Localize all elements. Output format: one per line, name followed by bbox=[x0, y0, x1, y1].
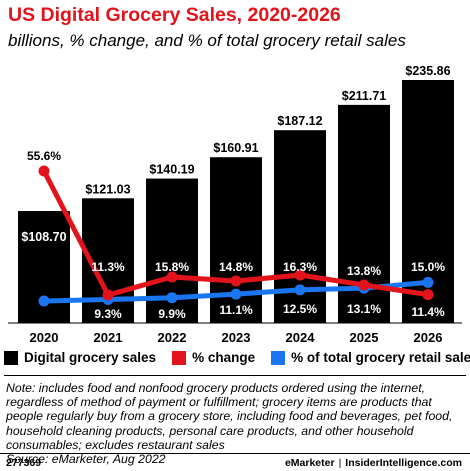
pct-change-label: 16.3% bbox=[283, 260, 317, 274]
legend-swatch-blue bbox=[271, 350, 286, 365]
legend-divider bbox=[4, 375, 466, 376]
pct-change-label: 14.8% bbox=[219, 260, 253, 274]
pct-change-line-point bbox=[294, 269, 306, 281]
share-line-point bbox=[166, 292, 178, 304]
note-text: Note: includes food and nonfood grocery … bbox=[6, 381, 453, 452]
x-tick-label: 2023 bbox=[222, 330, 251, 345]
footnote: Note: includes food and nonfood grocery … bbox=[6, 381, 466, 466]
pct-change-line-point bbox=[358, 279, 370, 291]
chart-subtitle: billions, % change, and % of total groce… bbox=[8, 31, 406, 50]
share-label: 9.9% bbox=[158, 307, 186, 321]
brand-emarketer: eMarketer bbox=[284, 457, 335, 469]
pct-change-label: 11.4% bbox=[411, 305, 445, 319]
footer-divider bbox=[0, 453, 470, 454]
bar-value-label: $211.71 bbox=[342, 89, 387, 103]
legend-swatch-red bbox=[172, 350, 187, 365]
pct-change-line-point bbox=[422, 289, 434, 301]
pct-change-label: 11.3% bbox=[91, 260, 125, 274]
pct-change-line-point bbox=[166, 271, 178, 283]
footer-brand: eMarketer | InsiderIntelligence.com bbox=[285, 457, 462, 469]
share-line-point bbox=[230, 288, 242, 300]
bar-value-label: $121.03 bbox=[85, 182, 130, 196]
legend-item-percent-of-total: % of total grocery retail sales bbox=[271, 350, 470, 365]
share-label: 8.8% bbox=[30, 309, 58, 323]
pct-change-line-point bbox=[230, 275, 242, 287]
share-line-point bbox=[38, 295, 50, 307]
brand-separator: | bbox=[338, 457, 342, 469]
x-tick-label: 2026 bbox=[414, 330, 443, 345]
share-label: 13.1% bbox=[347, 302, 381, 316]
x-tick-label: 2024 bbox=[286, 330, 316, 345]
bar-value-label: $140.19 bbox=[149, 163, 194, 177]
x-tick-label: 2021 bbox=[94, 330, 123, 345]
pct-change-label: 13.8% bbox=[347, 264, 381, 278]
pct-change-label: 55.6% bbox=[27, 149, 61, 163]
pct-change-line-point bbox=[102, 289, 114, 301]
legend: Digital grocery sales % change % of tota… bbox=[4, 350, 470, 365]
legend-swatch-black bbox=[4, 350, 18, 365]
share-label: 12.5% bbox=[283, 302, 317, 316]
brand-insider-intelligence: InsiderIntelligence.com bbox=[345, 457, 462, 469]
chart-id: 277369 bbox=[6, 457, 42, 469]
legend-label: % of total grocery retail sales bbox=[291, 350, 470, 365]
pct-change-line-point bbox=[38, 165, 50, 177]
share-line-point bbox=[294, 284, 306, 296]
chart-title: US Digital Grocery Sales, 2020-2026 bbox=[8, 4, 341, 26]
bar-value-label: $160.91 bbox=[213, 141, 258, 155]
x-tick-label: 2020 bbox=[30, 330, 59, 345]
legend-item-digital-grocery-sales: Digital grocery sales bbox=[4, 350, 156, 365]
bar-value-label: $235.86 bbox=[405, 64, 450, 78]
x-tick-label: 2025 bbox=[350, 330, 379, 345]
bar-value-label: $108.70 bbox=[21, 230, 66, 244]
legend-label: Digital grocery sales bbox=[24, 350, 157, 365]
source-text: Source: eMarketer, Aug 2022 bbox=[6, 452, 166, 467]
share-label: 9.3% bbox=[94, 307, 122, 321]
x-tick-label: 2022 bbox=[158, 330, 187, 345]
chart-area: $108.70 $121.03 $140.19 $160.91 $187.12 $211.… bbox=[8, 64, 462, 345]
legend-item-percent-change: % change bbox=[172, 350, 255, 365]
pct-change-label: 15.8% bbox=[155, 260, 189, 274]
share-label: 15.0% bbox=[411, 260, 445, 274]
bar-value-label: $187.12 bbox=[277, 114, 322, 128]
share-label: 11.1% bbox=[219, 303, 253, 317]
share-line-point bbox=[422, 276, 434, 288]
legend-label: % change bbox=[192, 350, 256, 365]
